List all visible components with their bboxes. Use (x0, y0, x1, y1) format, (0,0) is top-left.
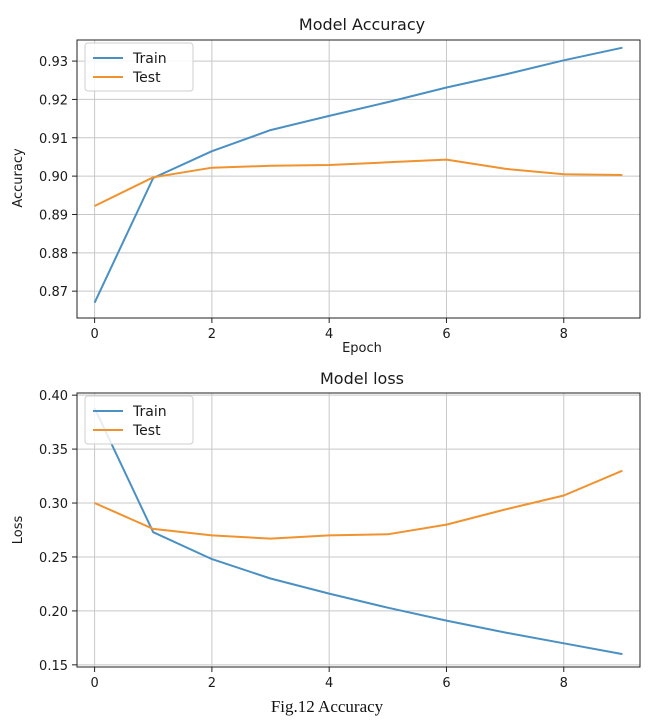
x-tick-label: 6 (442, 676, 450, 691)
legend-label: Train (132, 51, 167, 67)
y-tick-label: 0.25 (39, 551, 68, 566)
x-axis-label: Epoch (342, 341, 382, 356)
x-tick-label: 4 (325, 676, 333, 691)
series-line-test (94, 469, 623, 540)
y-tick-label: 0.93 (39, 55, 68, 70)
plot-frame (76, 392, 641, 668)
chart-title: Model loss (320, 369, 404, 388)
x-tick-label: 0 (90, 327, 98, 342)
legend: Train Test (84, 395, 194, 445)
y-tick-label: 0.87 (39, 285, 68, 300)
legend-box (84, 395, 194, 445)
legend-box (84, 42, 194, 92)
y-tick-label: 0.91 (39, 132, 68, 147)
y-tick-label: 0.35 (39, 443, 68, 458)
x-tick-label: 2 (208, 676, 216, 691)
loss-chart: Model loss Loss 0 2 4 6 8 0.15 0.20 0.25 0.30 0.3… (11, 369, 641, 691)
y-tick-label: 0.40 (39, 389, 68, 404)
legend-label: Test (132, 423, 161, 439)
legend-label: Test (132, 70, 161, 86)
y-axis-label: Loss (11, 516, 26, 545)
y-tick-label: 0.92 (39, 93, 68, 108)
y-tick-label: 0.20 (39, 605, 68, 620)
x-tick-label: 4 (325, 327, 333, 342)
accuracy-chart: Model Accuracy Epoch Accuracy 0 2 4 6 8 0.87 0… (11, 15, 641, 356)
plot-frame (76, 39, 641, 319)
y-tick-label: 0.90 (39, 170, 68, 185)
x-tick-label: 0 (90, 676, 98, 691)
x-tick-label: 6 (442, 327, 450, 342)
series-line-train (93, 46, 623, 304)
chart-title: Model Accuracy (299, 15, 425, 34)
y-tick-label: 0.30 (39, 497, 68, 512)
legend-label: Train (132, 404, 167, 420)
y-axis-label: Accuracy (11, 148, 26, 208)
series-line-train (93, 407, 623, 656)
y-tick-label: 0.88 (39, 247, 68, 262)
figure-caption: Fig.12 Accuracy (270, 697, 384, 716)
series-line-test (94, 158, 623, 207)
x-tick-label: 8 (560, 327, 568, 342)
legend: Train Test (84, 42, 194, 92)
x-tick-label: 8 (560, 676, 568, 691)
x-tick-label: 2 (208, 327, 216, 342)
y-tick-label: 0.89 (39, 208, 68, 223)
y-tick-label: 0.15 (39, 659, 68, 674)
